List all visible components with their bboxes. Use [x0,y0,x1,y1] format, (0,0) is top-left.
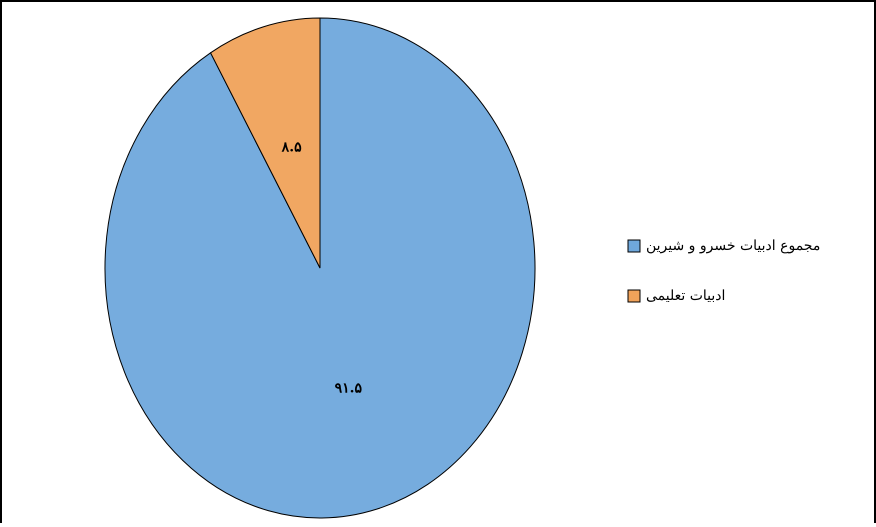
chart: ۹۱.۵ ۸.۵ مجموع ادبیات خسرو و شیرین ادبیات ت… [0,0,876,523]
legend-swatch [628,290,640,302]
data-label: ۹۱.۵ [335,381,363,397]
page: {"chart_data": {"type": "pie", "categori… [0,0,876,527]
data-label: ۸.۵ [281,139,302,155]
legend-label: ادبیات تعلیمی [646,288,725,304]
legend-swatch [628,240,640,252]
legend-label: مجموع ادبیات خسرو و شیرین [646,238,820,254]
